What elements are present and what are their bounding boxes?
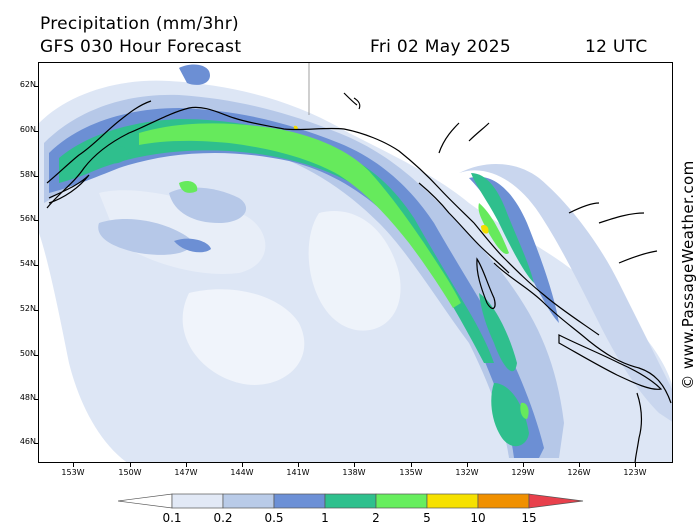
vancouver-island-coast — [558, 334, 663, 390]
lon-tick — [186, 463, 187, 467]
lon-tick — [73, 463, 74, 467]
lat-tick — [34, 265, 38, 266]
precip-blue-band — [174, 238, 211, 253]
lat-label: 56N — [19, 214, 36, 223]
lon-label: 123W — [623, 468, 647, 477]
precip-teal-band — [99, 146, 129, 164]
legend-label: 0.2 — [213, 511, 233, 525]
lat-tick — [34, 220, 38, 221]
lat-label: 50N — [19, 349, 36, 358]
lon-tick — [242, 463, 243, 467]
bc-coast — [493, 262, 672, 404]
lon-label: 132W — [455, 468, 479, 477]
lat-tick — [34, 176, 38, 177]
map-canvas — [39, 63, 672, 462]
panhandle-coast — [418, 182, 510, 274]
lon-label: 150W — [118, 468, 142, 477]
kodiak-coast — [48, 174, 90, 204]
lon-tick — [579, 463, 580, 467]
lon-tick — [411, 463, 412, 467]
lat-tick — [34, 355, 38, 356]
lon-label: 135W — [399, 468, 423, 477]
haida-gwaii-coast — [476, 257, 496, 310]
precip-pale-band — [98, 218, 191, 255]
lat-label: 48N — [19, 393, 36, 402]
site-credit-text: © www.PassageWeather.com — [679, 160, 697, 390]
chart-title: Precipitation (mm/3hr) — [40, 14, 239, 34]
legend-label: 15 — [521, 511, 537, 525]
precip-teal-field — [59, 119, 534, 447]
lat-tick — [34, 131, 38, 132]
precip-pale-band — [169, 187, 247, 223]
precip-green-band — [179, 180, 198, 193]
precip-light-area — [308, 211, 401, 331]
lon-tick — [130, 463, 131, 467]
legend-label: 0.5 — [264, 511, 284, 525]
legend-start-arrow — [118, 493, 173, 509]
precip-teal-band — [479, 293, 517, 372]
lat-tick — [34, 443, 38, 444]
lat-label: 60N — [19, 125, 36, 134]
legend-swatch — [273, 493, 326, 509]
lon-label: 153W — [61, 468, 85, 477]
lon-tick — [298, 463, 299, 467]
lon-label: 144W — [230, 468, 254, 477]
lon-label: 138W — [342, 468, 366, 477]
alaska-coast — [46, 106, 600, 336]
precipitation-map — [38, 62, 673, 463]
precip-green-band — [139, 123, 461, 308]
legend-label: 10 — [470, 511, 486, 525]
lon-tick — [635, 463, 636, 467]
lat-label: 62N — [19, 80, 36, 89]
legend-swatch — [324, 493, 377, 509]
lon-tick — [354, 463, 355, 467]
precip-green-field — [139, 123, 529, 419]
precip-green-band — [520, 402, 529, 419]
legend-swatch — [375, 493, 428, 509]
lon-label: 129W — [511, 468, 535, 477]
lat-label: 58N — [19, 170, 36, 179]
lat-label: 46N — [19, 437, 36, 446]
legend-colorbar — [118, 493, 584, 509]
lon-label: 141W — [286, 468, 310, 477]
legend-end-arrow — [528, 493, 584, 509]
site-credit: © www.PassageWeather.com — [676, 150, 700, 400]
legend-label: 5 — [423, 511, 431, 525]
lon-label: 126W — [567, 468, 591, 477]
legend-swatch — [222, 493, 275, 509]
precip-teal-band — [471, 173, 534, 283]
legend-swatch — [426, 493, 479, 509]
legend-label: 1 — [321, 511, 329, 525]
precip-pale-band — [459, 163, 672, 422]
inland-lines — [438, 122, 658, 264]
precip-teal-band — [59, 119, 494, 363]
lat-tick — [34, 310, 38, 311]
coastline — [46, 92, 672, 462]
lat-label: 52N — [19, 304, 36, 313]
precip-yellow-spot — [481, 224, 489, 234]
legend-swatch — [477, 493, 530, 509]
lat-label: 54N — [19, 259, 36, 268]
lon-tick — [467, 463, 468, 467]
forecast-time: 12 UTC — [585, 37, 648, 57]
washington-coast — [634, 392, 643, 462]
legend-swatch — [171, 493, 224, 509]
lat-tick — [34, 86, 38, 87]
inland-lines — [343, 92, 361, 110]
lon-tick — [523, 463, 524, 467]
forecast-subtitle: GFS 030 Hour Forecast — [40, 37, 242, 57]
lat-tick — [34, 399, 38, 400]
legend-label: 0.1 — [162, 511, 182, 525]
precip-blue-band — [469, 176, 559, 323]
precip-light-area — [39, 63, 672, 106]
precip-light-area — [182, 289, 305, 385]
precip-green-band — [478, 203, 509, 254]
lon-label: 147W — [174, 468, 198, 477]
alaska-coast — [46, 100, 152, 184]
forecast-date: Fri 02 May 2025 — [370, 37, 512, 57]
precip-teal-band — [491, 383, 529, 447]
legend-label: 2 — [372, 511, 380, 525]
precip-blue-band — [179, 64, 210, 85]
